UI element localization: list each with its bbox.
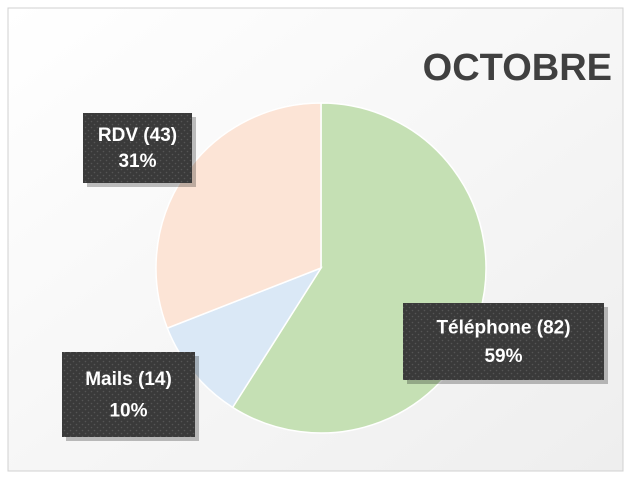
label-box: [403, 303, 604, 380]
percent-label: 31%: [118, 151, 156, 172]
percent-label: 10%: [109, 401, 147, 422]
data-label: Téléphone (82): [436, 317, 570, 338]
percent-label: 59%: [484, 346, 522, 367]
label-box: [83, 113, 192, 183]
data-label: Mails (14): [85, 369, 172, 390]
value-label: (82): [537, 317, 571, 338]
label-box: [62, 352, 195, 437]
category-name: Mails: [85, 369, 133, 390]
data-label: RDV (43): [98, 125, 177, 146]
value-label: (14): [138, 369, 172, 390]
category-name: RDV: [98, 125, 138, 146]
category-name: Téléphone: [436, 317, 531, 338]
chart-title: OCTOBRE: [423, 47, 612, 89]
value-label: (43): [143, 125, 177, 146]
